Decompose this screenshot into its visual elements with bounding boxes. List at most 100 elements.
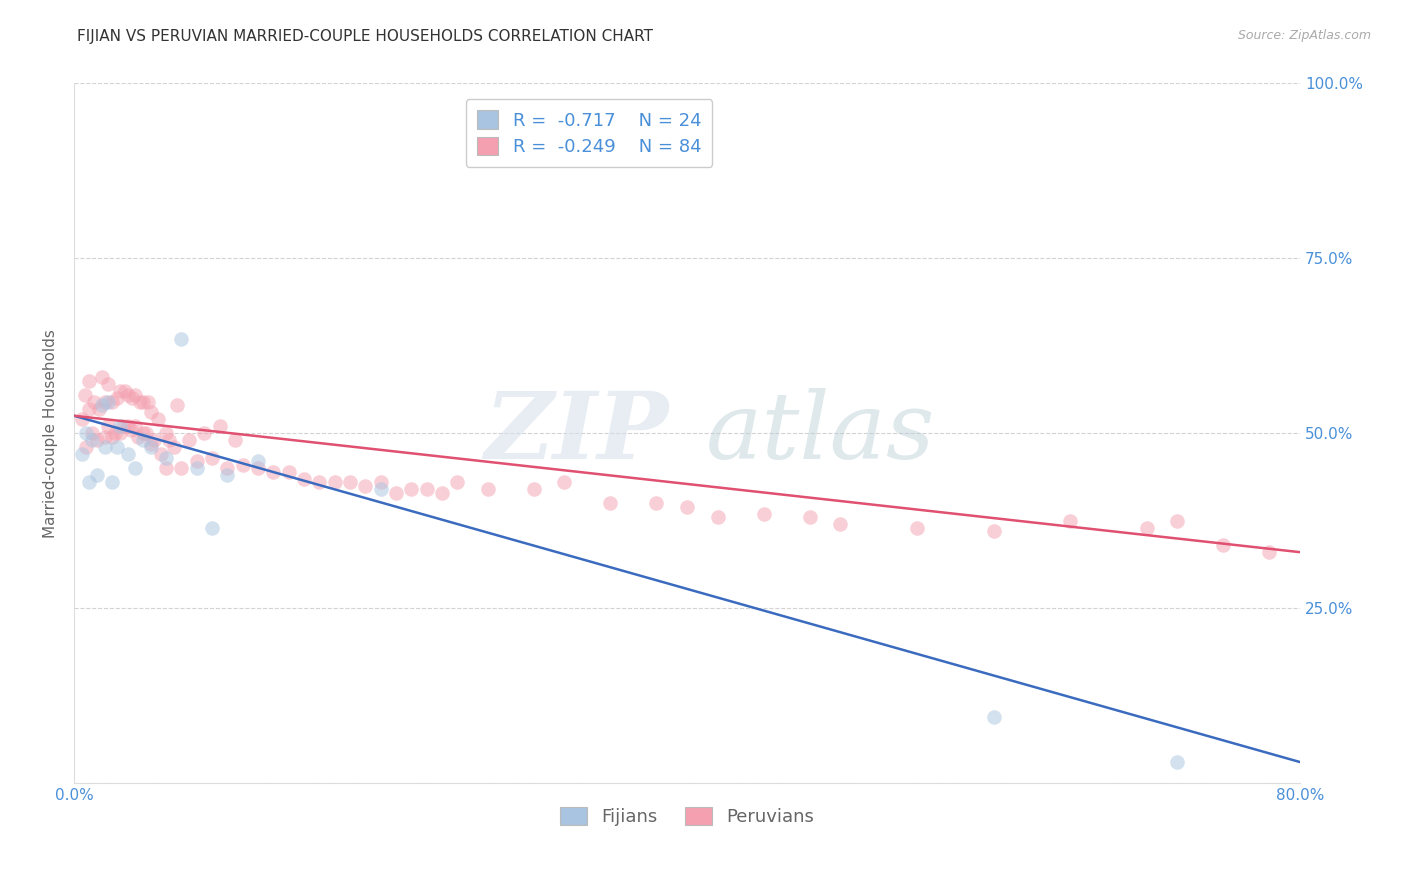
Point (121, 391, 143, 405)
Point (132, 394, 155, 409)
Point (120, 423, 142, 437)
Point (277, 465, 299, 479)
Point (983, 709, 1005, 723)
Point (83, 394, 105, 409)
Point (370, 475, 392, 490)
Point (73, 388, 96, 402)
Point (983, 524, 1005, 539)
Point (752, 507, 775, 521)
Point (79, 374, 101, 388)
Point (1136, 521, 1159, 535)
Point (108, 426, 131, 441)
Legend: Fijians, Peruvians: Fijians, Peruvians (553, 800, 821, 833)
Point (246, 461, 269, 475)
Point (217, 468, 239, 483)
Point (163, 440, 186, 454)
Point (905, 521, 928, 535)
Point (105, 440, 128, 454)
Point (599, 496, 621, 510)
Point (799, 510, 821, 524)
Point (127, 430, 149, 444)
Point (117, 419, 139, 434)
Point (79, 401, 101, 416)
Point (1059, 514, 1081, 528)
Point (477, 482, 499, 496)
Point (90, 398, 112, 412)
Point (170, 332, 193, 346)
Point (339, 475, 361, 490)
Text: atlas: atlas (706, 388, 935, 478)
Text: FIJIAN VS PERUVIAN MARRIED-COUPLE HOUSEHOLDS CORRELATION CHART: FIJIAN VS PERUVIAN MARRIED-COUPLE HOUSEH… (77, 29, 654, 44)
Point (830, 517, 852, 532)
Point (645, 496, 668, 510)
Y-axis label: Married-couple Households: Married-couple Households (44, 329, 58, 538)
Point (129, 394, 152, 409)
Point (354, 479, 377, 493)
Text: Source: ZipAtlas.com: Source: ZipAtlas.com (1237, 29, 1371, 42)
Point (112, 419, 135, 434)
Point (246, 454, 269, 468)
Point (97, 419, 120, 434)
Point (90, 370, 112, 384)
Point (124, 461, 146, 475)
Point (155, 426, 177, 441)
Point (75, 426, 97, 441)
Point (93, 430, 115, 444)
Point (139, 440, 162, 454)
Point (170, 461, 193, 475)
Point (104, 426, 127, 441)
Point (201, 450, 224, 465)
Point (82, 434, 104, 448)
Point (132, 426, 155, 441)
Point (186, 461, 208, 475)
Point (148, 412, 170, 426)
Point (108, 419, 131, 434)
Point (676, 500, 699, 514)
Point (150, 447, 173, 461)
Point (232, 458, 254, 472)
Point (87, 401, 110, 416)
Point (446, 475, 468, 490)
Point (217, 461, 239, 475)
Point (86, 468, 108, 483)
Point (399, 482, 422, 496)
Point (117, 447, 139, 461)
Point (1212, 538, 1234, 552)
Point (323, 475, 346, 490)
Point (201, 521, 224, 535)
Point (1166, 755, 1188, 769)
Point (70, 412, 93, 426)
Point (553, 475, 575, 490)
Point (155, 461, 177, 475)
Point (101, 394, 124, 409)
Point (166, 398, 188, 412)
Point (124, 388, 146, 402)
Point (193, 426, 215, 441)
Point (142, 434, 165, 448)
Point (93, 440, 115, 454)
Point (97, 394, 120, 409)
Point (308, 475, 330, 490)
Point (208, 419, 231, 434)
Point (93, 394, 115, 409)
Point (117, 388, 139, 402)
Point (132, 434, 155, 448)
Point (1258, 545, 1281, 559)
Point (97, 377, 120, 392)
Point (157, 434, 180, 448)
Text: ZIP: ZIP (485, 388, 669, 478)
Point (1166, 514, 1188, 528)
Point (114, 384, 136, 399)
Point (79, 475, 101, 490)
Point (101, 475, 124, 490)
Point (101, 430, 124, 444)
Point (186, 454, 208, 468)
Point (136, 394, 159, 409)
Point (75, 440, 97, 454)
Point (262, 465, 284, 479)
Point (139, 405, 162, 419)
Point (124, 419, 146, 434)
Point (82, 426, 104, 441)
Point (135, 426, 157, 441)
Point (105, 391, 128, 405)
